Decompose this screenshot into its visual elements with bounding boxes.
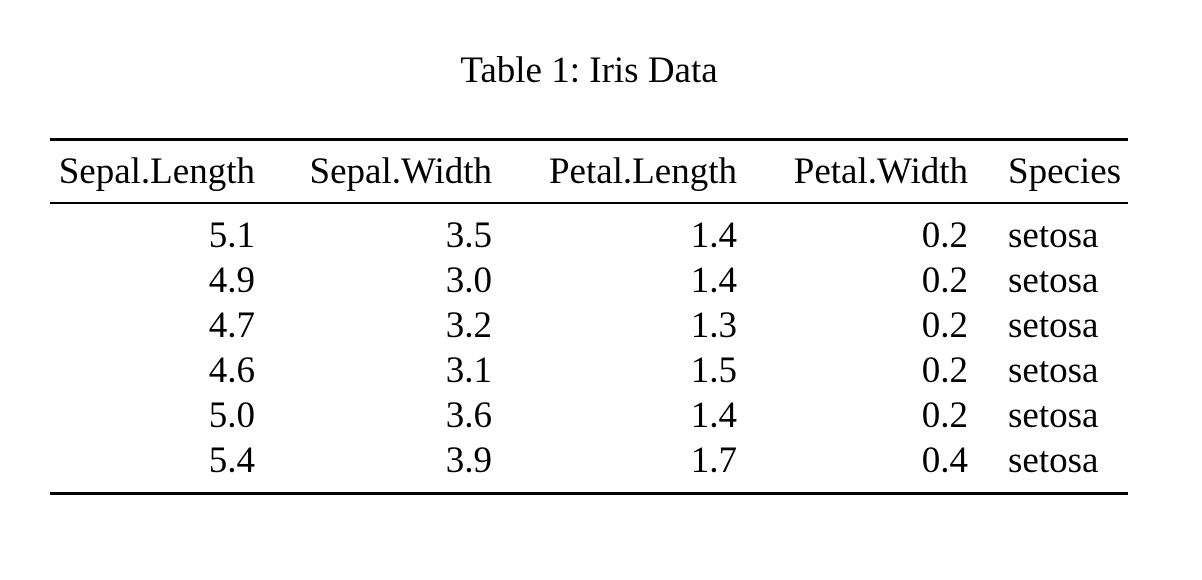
- table-cell: 3.5: [445, 215, 492, 256]
- table-caption: Table 1: Iris Data: [460, 50, 718, 91]
- column-header-species: Species: [988, 139, 1128, 204]
- table-cell: 1.3: [690, 305, 737, 346]
- table-cell: 0.2: [921, 350, 968, 391]
- table-row: 5.0 3.6 1.4 0.2 setosa: [50, 393, 1128, 438]
- table-cell: setosa: [1008, 395, 1099, 436]
- table-cell: setosa: [1008, 305, 1099, 346]
- table-row: 5.4 3.9 1.7 0.4 setosa: [50, 438, 1128, 494]
- column-header-sepal-width: Sepal.Width: [275, 139, 512, 204]
- iris-data-table: Sepal.Length Sepal.Width Petal.Length Pe…: [50, 138, 1128, 495]
- table-cell: 4.6: [208, 350, 255, 391]
- table-header-row: Sepal.Length Sepal.Width Petal.Length Pe…: [50, 139, 1128, 204]
- table-cell: 3.2: [445, 305, 492, 346]
- table-cell: 1.5: [690, 350, 737, 391]
- table-cell: 0.4: [921, 440, 968, 481]
- table-cell: 3.0: [445, 260, 492, 301]
- table-cell: setosa: [1008, 350, 1099, 391]
- table-cell: 1.7: [690, 440, 737, 481]
- table-cell: 1.4: [690, 395, 737, 436]
- table-cell: 3.6: [445, 395, 492, 436]
- table-cell: 4.7: [208, 305, 255, 346]
- table-cell: 3.9: [445, 440, 492, 481]
- table-row: 4.7 3.2 1.3 0.2 setosa: [50, 303, 1128, 348]
- column-header-sepal-length: Sepal.Length: [50, 139, 275, 204]
- table-cell: 0.2: [921, 260, 968, 301]
- table-row: 4.6 3.1 1.5 0.2 setosa: [50, 348, 1128, 393]
- column-header-petal-length: Petal.Length: [512, 139, 757, 204]
- table-cell: 5.1: [208, 215, 255, 256]
- table-cell: 0.2: [921, 305, 968, 346]
- table-cell: 5.0: [208, 395, 255, 436]
- table-cell: 1.4: [690, 260, 737, 301]
- table-cell: 0.2: [921, 215, 968, 256]
- table-cell: 0.2: [921, 395, 968, 436]
- column-header-petal-width: Petal.Width: [757, 139, 988, 204]
- table-row: 5.1 3.5 1.4 0.2 setosa: [50, 203, 1128, 258]
- table-cell: 1.4: [690, 215, 737, 256]
- table-cell: 4.9: [208, 260, 255, 301]
- table-cell: setosa: [1008, 215, 1099, 256]
- table-cell: 5.4: [208, 440, 255, 481]
- table-cell: 3.1: [445, 350, 492, 391]
- table-cell: setosa: [1008, 260, 1099, 301]
- table-row: 4.9 3.0 1.4 0.2 setosa: [50, 258, 1128, 303]
- table-cell: setosa: [1008, 440, 1099, 481]
- document-page: Table 1: Iris Data Sepal.Length Sepal.Wi…: [50, 0, 1128, 495]
